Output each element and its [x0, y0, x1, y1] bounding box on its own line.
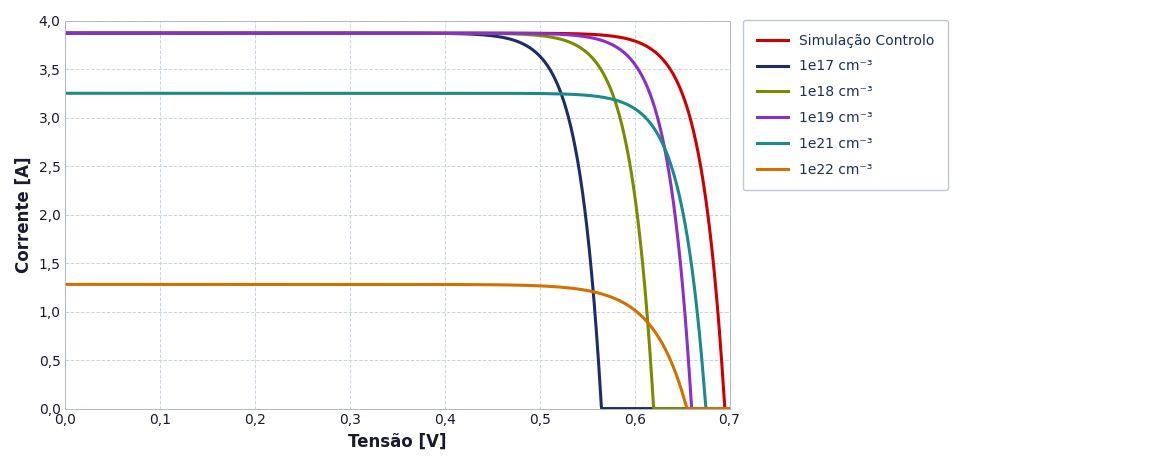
Simulação Controlo: [581, 31, 595, 37]
1e17 cm⁻³: [722, 406, 736, 411]
1e17 cm⁻³: [59, 30, 73, 36]
Line: 1e22 cm⁻³: 1e22 cm⁻³: [66, 284, 729, 409]
Simulação Controlo: [703, 229, 717, 234]
1e17 cm⁻³: [703, 406, 717, 411]
1e22 cm⁻³: [704, 406, 718, 411]
Legend: Simulação Controlo, 1e17 cm⁻³, 1e18 cm⁻³, 1e19 cm⁻³, 1e21 cm⁻³, 1e22 cm⁻³: Simulação Controlo, 1e17 cm⁻³, 1e18 cm⁻³…: [743, 20, 948, 191]
1e18 cm⁻³: [59, 30, 73, 36]
Simulação Controlo: [722, 406, 736, 411]
1e18 cm⁻³: [381, 30, 395, 36]
1e17 cm⁻³: [581, 238, 595, 243]
1e18 cm⁻³: [722, 406, 736, 411]
1e19 cm⁻³: [92, 30, 106, 36]
1e21 cm⁻³: [364, 90, 378, 96]
1e21 cm⁻³: [581, 93, 595, 98]
1e19 cm⁻³: [381, 30, 395, 36]
1e17 cm⁻³: [381, 30, 395, 36]
Line: 1e17 cm⁻³: 1e17 cm⁻³: [66, 33, 729, 409]
Y-axis label: Corrente [A]: Corrente [A]: [15, 156, 34, 273]
1e19 cm⁻³: [364, 30, 378, 36]
1e22 cm⁻³: [59, 281, 73, 287]
1e22 cm⁻³: [722, 406, 736, 411]
Simulação Controlo: [92, 30, 106, 36]
1e22 cm⁻³: [364, 281, 378, 287]
1e17 cm⁻³: [594, 406, 608, 411]
Simulação Controlo: [59, 30, 73, 36]
1e21 cm⁻³: [703, 406, 717, 411]
Simulação Controlo: [703, 232, 717, 237]
1e18 cm⁻³: [364, 30, 378, 36]
Line: 1e19 cm⁻³: 1e19 cm⁻³: [66, 33, 729, 409]
1e19 cm⁻³: [722, 406, 736, 411]
Simulação Controlo: [718, 406, 732, 411]
1e19 cm⁻³: [684, 406, 698, 411]
1e18 cm⁻³: [703, 406, 717, 411]
1e21 cm⁻³: [381, 90, 395, 96]
1e22 cm⁻³: [703, 406, 717, 411]
Simulação Controlo: [381, 30, 395, 36]
1e19 cm⁻³: [59, 30, 73, 36]
1e21 cm⁻³: [92, 90, 106, 96]
1e22 cm⁻³: [581, 288, 595, 294]
1e21 cm⁻³: [704, 406, 718, 411]
1e19 cm⁻³: [704, 406, 718, 411]
1e21 cm⁻³: [699, 406, 713, 411]
Line: 1e18 cm⁻³: 1e18 cm⁻³: [66, 33, 729, 409]
1e21 cm⁻³: [722, 406, 736, 411]
Line: Simulação Controlo: Simulação Controlo: [66, 33, 729, 409]
1e17 cm⁻³: [364, 30, 378, 36]
1e21 cm⁻³: [59, 90, 73, 96]
1e22 cm⁻³: [92, 281, 106, 287]
1e17 cm⁻³: [704, 406, 718, 411]
1e18 cm⁻³: [647, 406, 661, 411]
1e17 cm⁻³: [92, 30, 106, 36]
1e22 cm⁻³: [381, 281, 395, 287]
X-axis label: Tensão [V]: Tensão [V]: [348, 433, 446, 451]
1e18 cm⁻³: [92, 30, 106, 36]
1e19 cm⁻³: [703, 406, 717, 411]
1e18 cm⁻³: [581, 51, 595, 57]
1e22 cm⁻³: [680, 406, 694, 411]
Simulação Controlo: [364, 30, 378, 36]
Line: 1e21 cm⁻³: 1e21 cm⁻³: [66, 93, 729, 409]
1e19 cm⁻³: [581, 34, 595, 40]
1e18 cm⁻³: [704, 406, 718, 411]
